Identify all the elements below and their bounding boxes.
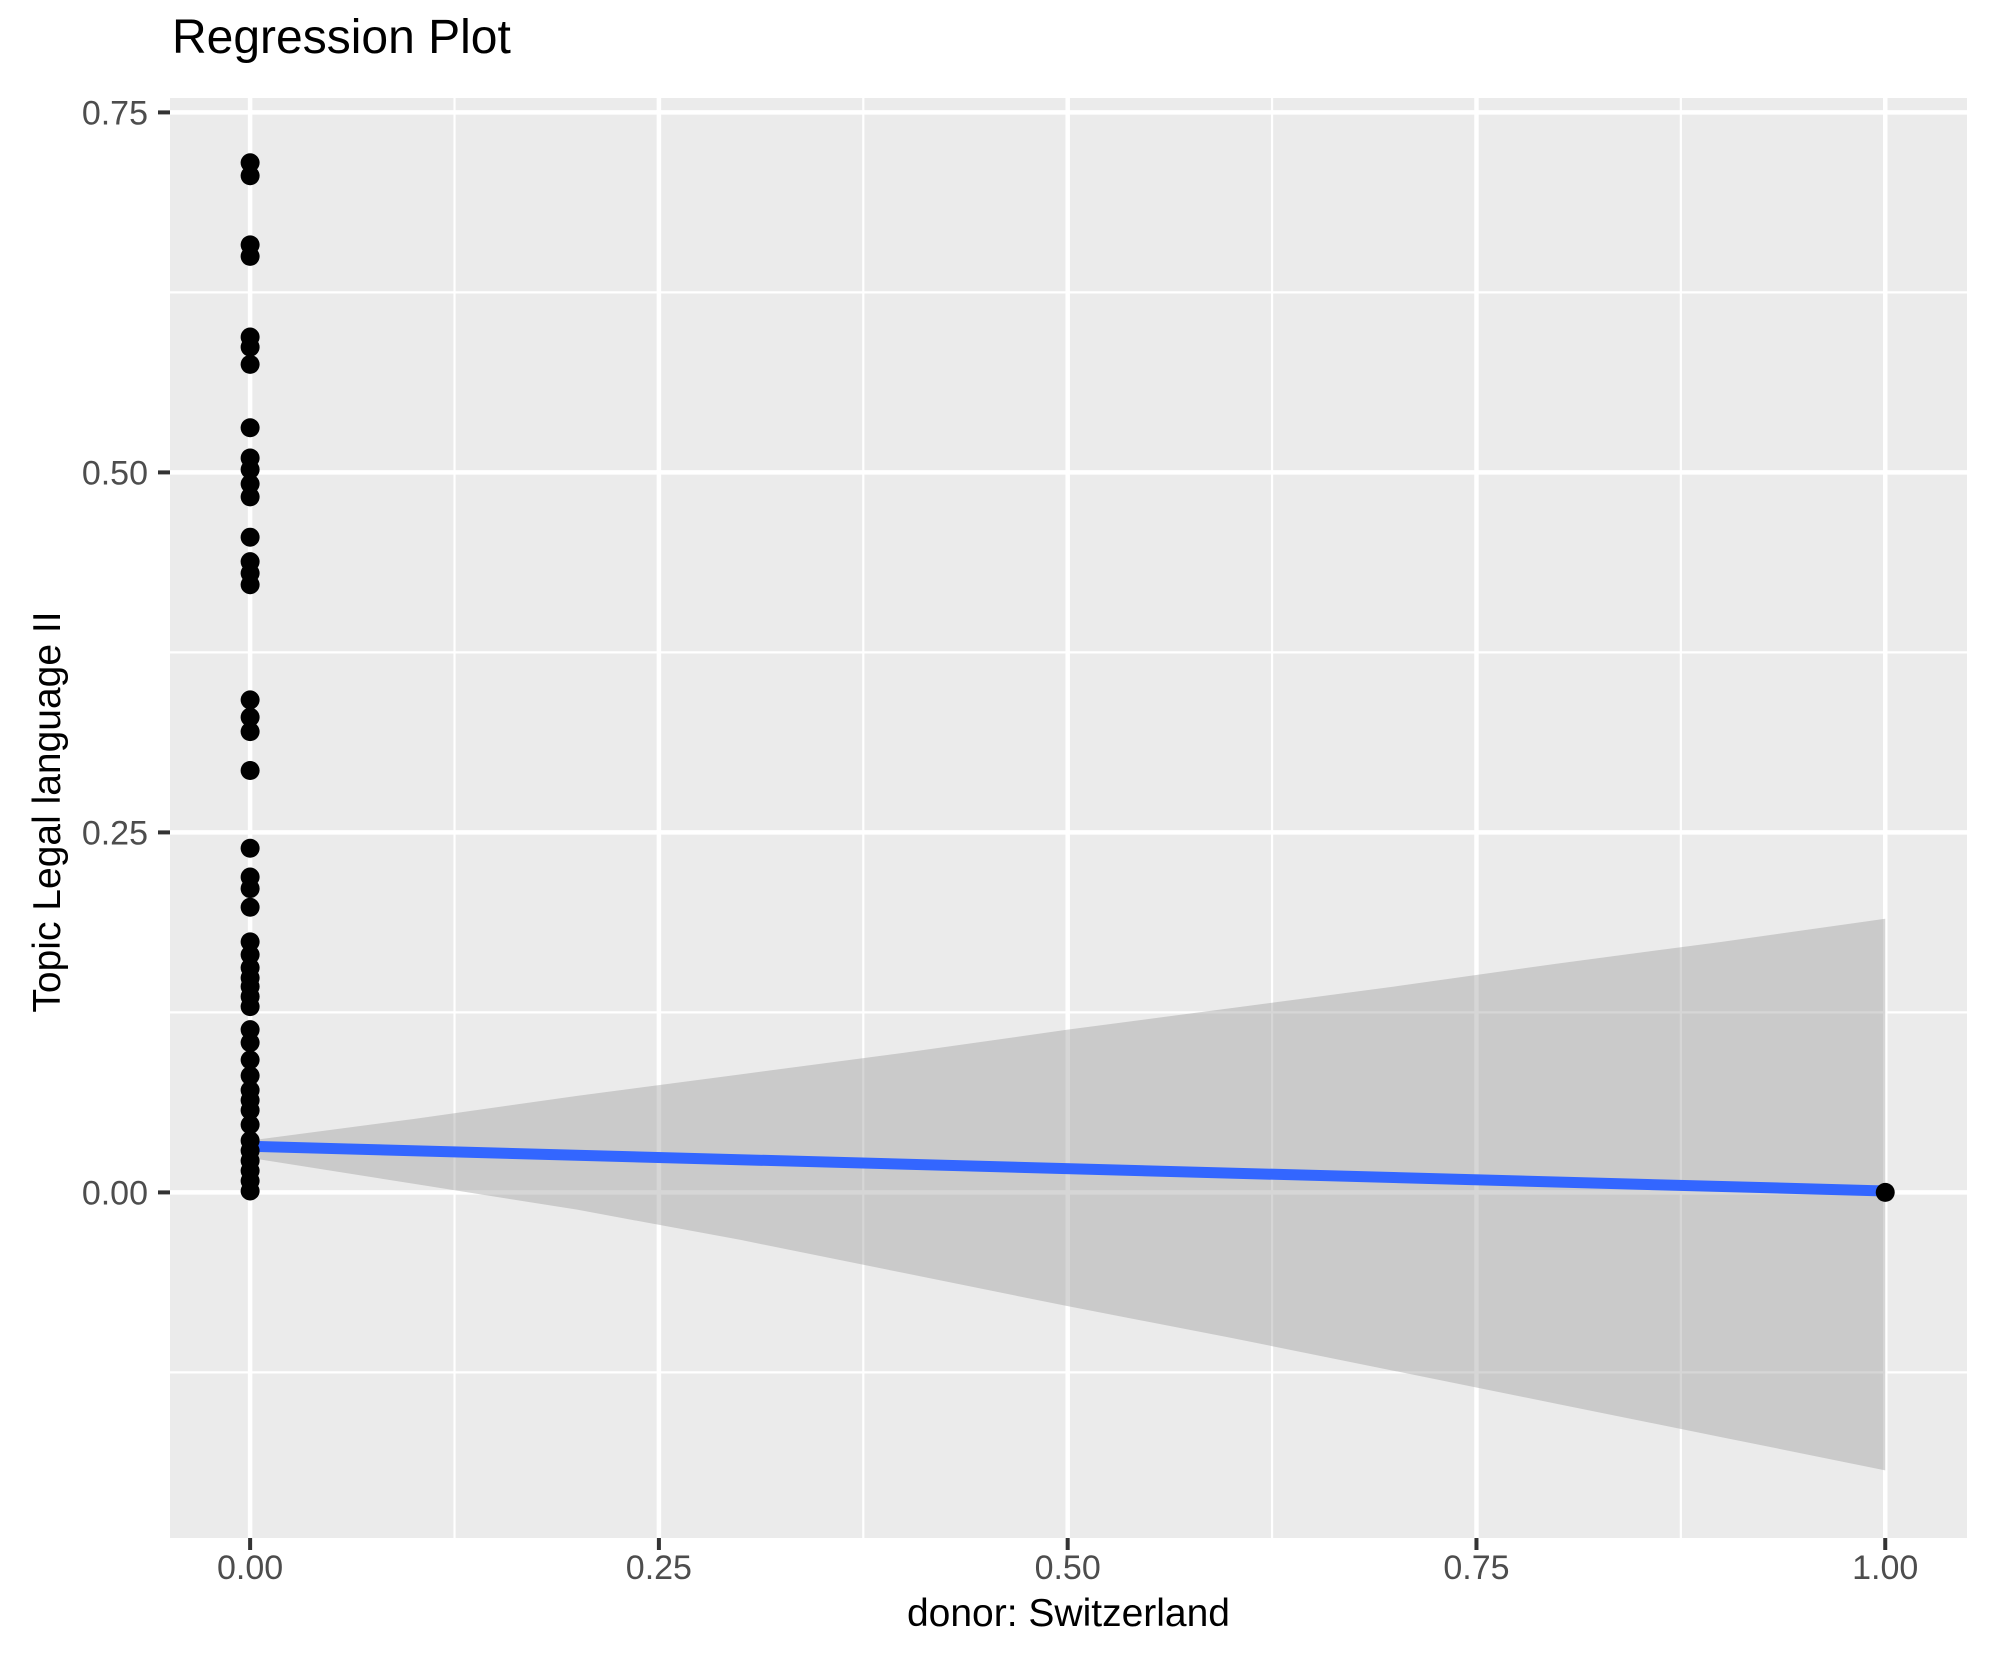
- data-point: [240, 879, 260, 899]
- data-point: [240, 838, 260, 858]
- data-point: [240, 1066, 260, 1086]
- data-point: [240, 722, 260, 742]
- data-point: [240, 1100, 260, 1120]
- regression-line: [249, 1140, 1886, 1197]
- y-axis-tick-label: 0.25: [82, 814, 148, 852]
- data-point: [240, 487, 260, 507]
- data-point: [240, 707, 260, 727]
- data-point: [240, 246, 260, 266]
- data-point: [240, 1115, 260, 1135]
- data-point: [240, 337, 260, 357]
- y-axis-tick-label: 0.50: [82, 454, 148, 492]
- data-point: [240, 1181, 260, 1201]
- x-axis-tick-label: 0.00: [217, 1549, 283, 1587]
- data-point: [240, 354, 260, 374]
- data-point: [240, 1033, 260, 1053]
- confidence-band: [250, 918, 1886, 1471]
- x-axis-tick-label: 0.25: [626, 1549, 692, 1587]
- y-axis-tick-label: 0.00: [82, 1174, 148, 1212]
- y-axis-tick-label: 0.75: [82, 94, 148, 132]
- x-axis-tick-label: 0.75: [1443, 1549, 1509, 1587]
- data-point: [240, 760, 260, 780]
- x-axis-tick-label: 1.00: [1852, 1549, 1918, 1587]
- data-point: [1875, 1182, 1895, 1202]
- data-point: [240, 690, 260, 710]
- data-point: [240, 460, 260, 480]
- x-axis-title: donor: Switzerland: [906, 1592, 1230, 1635]
- data-point: [240, 1050, 260, 1070]
- x-axis-tick-label: 0.50: [1035, 1549, 1101, 1587]
- data-point: [240, 166, 260, 186]
- data-point: [240, 418, 260, 438]
- y-axis-title: Topic Legal language II: [26, 611, 69, 1013]
- data-point: [240, 997, 260, 1017]
- plot-title: Regression Plot: [172, 11, 511, 64]
- data-point: [240, 897, 260, 917]
- data-point: [240, 527, 260, 547]
- data-point: [240, 575, 260, 595]
